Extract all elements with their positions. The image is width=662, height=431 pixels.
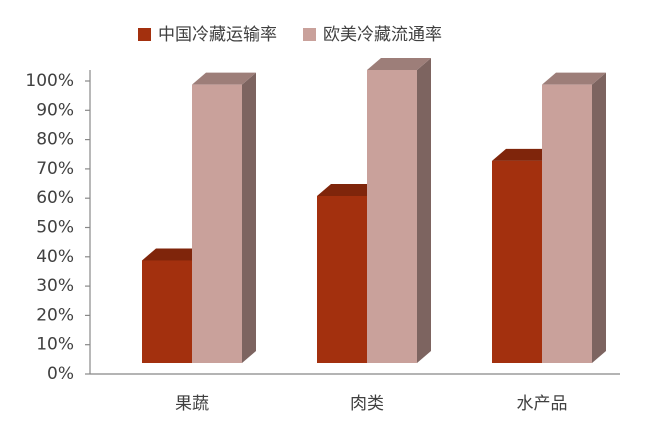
- x-tick-label: 果蔬: [175, 394, 209, 414]
- bar-front: [367, 70, 417, 363]
- bar-top: [142, 248, 206, 261]
- y-tick-label: 30%: [36, 276, 74, 296]
- bar-top: [542, 72, 606, 85]
- bar-top: [367, 58, 431, 70]
- bar-top: [192, 72, 256, 85]
- bar-front: [317, 195, 367, 363]
- bar-front: [542, 84, 592, 364]
- bar-side: [417, 58, 431, 363]
- y-tick-label: 100%: [25, 71, 74, 91]
- y-tick-label: 20%: [36, 305, 74, 325]
- bar-front: [142, 260, 192, 363]
- y-tick-label: 90%: [36, 100, 74, 120]
- bar: [192, 72, 256, 364]
- bar-side: [592, 72, 606, 364]
- y-tick-label: 60%: [36, 188, 74, 208]
- y-tick-label: 40%: [36, 247, 74, 267]
- bar-top: [492, 148, 556, 161]
- y-tick-label: 10%: [36, 335, 74, 355]
- legend-label: 中国冷藏运输率: [158, 25, 277, 45]
- y-tick-label: 70%: [36, 159, 74, 179]
- bar: [542, 72, 606, 364]
- y-tick-label: 0%: [47, 364, 74, 384]
- legend-swatch: [303, 28, 316, 41]
- bar-front: [192, 84, 242, 364]
- bar: [367, 58, 431, 363]
- y-tick-label: 80%: [36, 130, 74, 150]
- x-tick-label: 水产品: [517, 394, 568, 414]
- legend-swatch: [138, 28, 151, 41]
- bar-front: [492, 160, 542, 363]
- bar-side: [242, 72, 256, 364]
- y-tick-label: 50%: [36, 218, 74, 238]
- x-tick-label: 肉类: [350, 394, 384, 414]
- bar-top: [317, 183, 381, 196]
- legend-label: 欧美冷藏流通率: [323, 25, 442, 45]
